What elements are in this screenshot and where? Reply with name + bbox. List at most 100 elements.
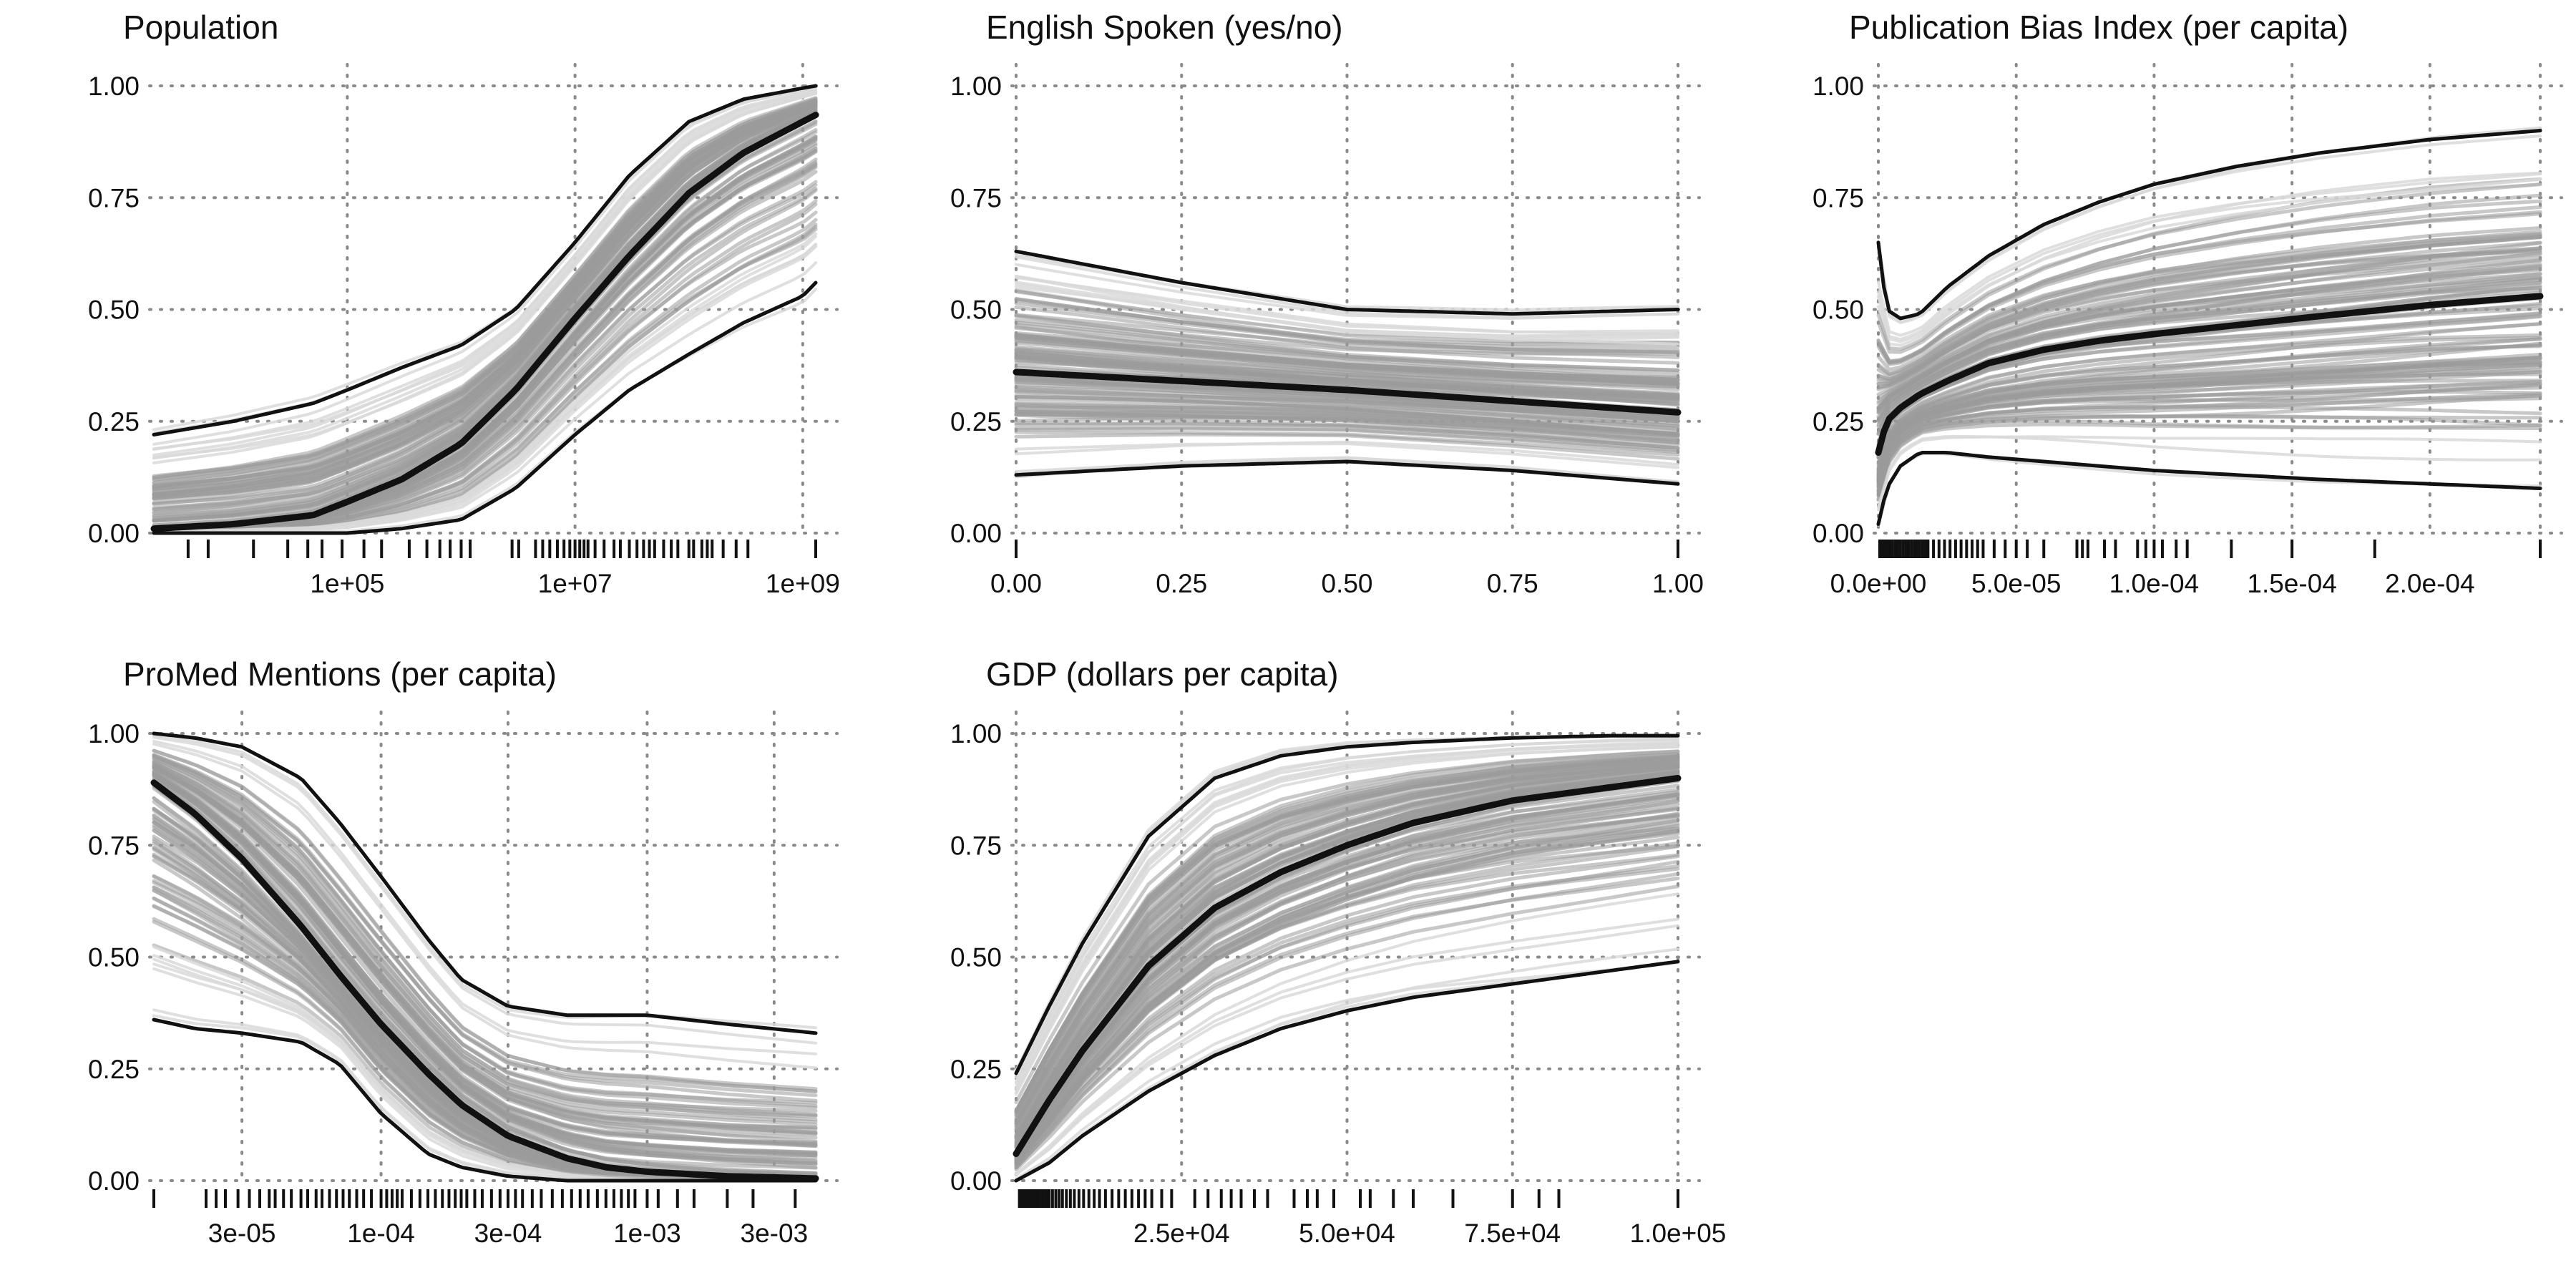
y-tick-label: 0.25 xyxy=(950,1055,1002,1084)
posterior-draw-line xyxy=(1877,452,2542,527)
upper-summary-line xyxy=(1876,129,2542,321)
posterior-draw-line xyxy=(1876,333,2542,467)
x-tick-label: 0.0e+00 xyxy=(1830,569,1927,598)
posterior-draw-line xyxy=(1876,336,2542,471)
posterior-draw-line xyxy=(1015,442,1679,469)
x-tick-labels: 0.0e+00 5.0e-05 1.0e-04 1.5e-04 2.0e-04 xyxy=(1830,569,2475,598)
y-tick-labels: 0.00 0.25 0.50 0.75 1.00 xyxy=(950,719,1002,1196)
y-tick-label: 0.50 xyxy=(1813,296,1864,325)
posterior-draw-line xyxy=(1014,430,1680,457)
y-tick-label: 0.75 xyxy=(1813,183,1864,213)
x-tick-label: 3e-03 xyxy=(741,1219,809,1248)
rug-ticks xyxy=(152,1189,797,1208)
posterior-draw-line xyxy=(1877,434,2542,509)
summary-lines xyxy=(150,731,819,1183)
y-tick-label: 1.00 xyxy=(88,72,140,101)
posterior-draw-line xyxy=(152,105,818,497)
posterior-draw-line xyxy=(152,753,818,1103)
posterior-draw-line xyxy=(1876,240,2542,386)
x-tick-labels: 1e+05 1e+07 1e+09 xyxy=(310,569,839,598)
x-tick-label: 0.50 xyxy=(1321,569,1372,598)
lower-summary-line xyxy=(152,280,818,535)
posterior-draw-line xyxy=(1876,368,2542,488)
posterior-draw-line xyxy=(1876,210,2542,366)
posterior-draw-line xyxy=(1014,763,1680,1131)
posterior-draw-line xyxy=(1876,356,2542,483)
posterior-draw-line xyxy=(152,740,817,1055)
panel-gdp: GDP (dollars per capita) 0.00 0.25 0.50 0.7… xyxy=(950,655,1726,1248)
posterior-draw-line xyxy=(1014,360,1680,407)
posterior-draws xyxy=(1876,126,2542,527)
x-tick-label: 3e-04 xyxy=(474,1219,542,1248)
posterior-draw-line xyxy=(1015,738,1679,1085)
y-tick-label: 0.00 xyxy=(950,519,1002,548)
posterior-draw-line xyxy=(1877,135,2542,323)
posterior-draw-line xyxy=(152,748,818,1091)
posterior-draw-line xyxy=(152,235,817,533)
posterior-draw-line xyxy=(1876,419,2542,498)
y-tick-label: 0.75 xyxy=(950,183,1002,213)
posterior-draw-line xyxy=(1015,283,1679,338)
y-tick-label: 0.50 xyxy=(950,943,1002,972)
y-tick-label: 0.00 xyxy=(88,519,140,548)
posterior-draw-line xyxy=(1876,356,2542,477)
posterior-draw-line xyxy=(152,776,818,1170)
posterior-draw-line xyxy=(1014,395,1680,431)
y-tick-label: 0.25 xyxy=(950,407,1002,436)
x-tick-label: 1e+07 xyxy=(538,569,613,598)
summary-lines xyxy=(1013,249,1682,486)
posterior-draw-line xyxy=(1014,749,1680,1104)
y-tick-label: 0.00 xyxy=(88,1166,140,1196)
x-tick-label: 1e-03 xyxy=(613,1219,681,1248)
posterior-draw-line xyxy=(1014,416,1680,445)
posterior-draw-line xyxy=(1014,771,1680,1145)
posterior-draw-line xyxy=(1014,765,1680,1141)
posterior-draw-line xyxy=(1015,892,1679,1176)
panel-title: Population xyxy=(123,9,278,46)
y-tick-label: 0.50 xyxy=(88,296,140,325)
posterior-draw-line xyxy=(152,762,818,1124)
rug-ticks xyxy=(186,540,817,558)
posterior-draw-line xyxy=(1014,811,1680,1161)
y-tick-label: 0.25 xyxy=(88,1055,140,1084)
posterior-draw-line xyxy=(1876,233,2542,376)
posterior-draw-line xyxy=(1015,252,1679,314)
summary-lines xyxy=(1013,733,1682,1183)
y-tick-label: 1.00 xyxy=(950,719,1002,748)
mean-summary-line xyxy=(1875,293,2544,456)
lower-summary-line xyxy=(1014,459,1680,486)
posterior-draw-line xyxy=(1876,336,2542,470)
upper-summary-line xyxy=(1014,733,1680,1075)
y-tick-label: 0.75 xyxy=(88,831,140,860)
summary-lines xyxy=(150,84,819,535)
y-tick-labels: 0.00 0.25 0.50 0.75 1.00 xyxy=(88,72,140,548)
posterior-draw-line xyxy=(1876,251,2542,404)
y-tick-labels: 0.00 0.25 0.50 0.75 1.00 xyxy=(88,719,140,1196)
x-tick-label: 0.25 xyxy=(1156,569,1207,598)
y-tick-label: 1.00 xyxy=(1813,72,1864,101)
posterior-draw-line xyxy=(1877,172,2542,337)
summary-lines xyxy=(1875,129,2544,526)
y-tick-label: 0.75 xyxy=(950,831,1002,860)
posterior-draw-line xyxy=(1014,854,1680,1167)
posterior-draw-line xyxy=(152,89,817,451)
y-tick-label: 0.00 xyxy=(950,1166,1002,1196)
lower-summary-line xyxy=(152,1018,818,1183)
posterior-draw-line xyxy=(1014,301,1680,355)
posterior-draw-line xyxy=(1014,752,1680,1114)
posterior-draw-line xyxy=(152,102,818,501)
panel-title: ProMed Mentions (per capita) xyxy=(123,655,557,693)
x-tick-label: 1e+05 xyxy=(310,569,384,598)
posterior-draw-line xyxy=(1014,872,1680,1170)
upper-summary-line xyxy=(152,731,818,1035)
x-tick-label: 0.00 xyxy=(990,569,1042,598)
lower-summary-line xyxy=(1876,451,2542,526)
y-tick-labels: 0.00 0.25 0.50 0.75 1.00 xyxy=(1813,72,1864,548)
posterior-draw-line xyxy=(152,760,818,1118)
posterior-draw-line xyxy=(1876,265,2542,406)
panel-title: English Spoken (yes/no) xyxy=(986,9,1343,46)
y-tick-label: 0.50 xyxy=(88,943,140,972)
x-tick-label: 1.00 xyxy=(1652,569,1704,598)
upper-summary-line xyxy=(152,84,818,436)
posterior-draw-line xyxy=(1014,864,1680,1168)
